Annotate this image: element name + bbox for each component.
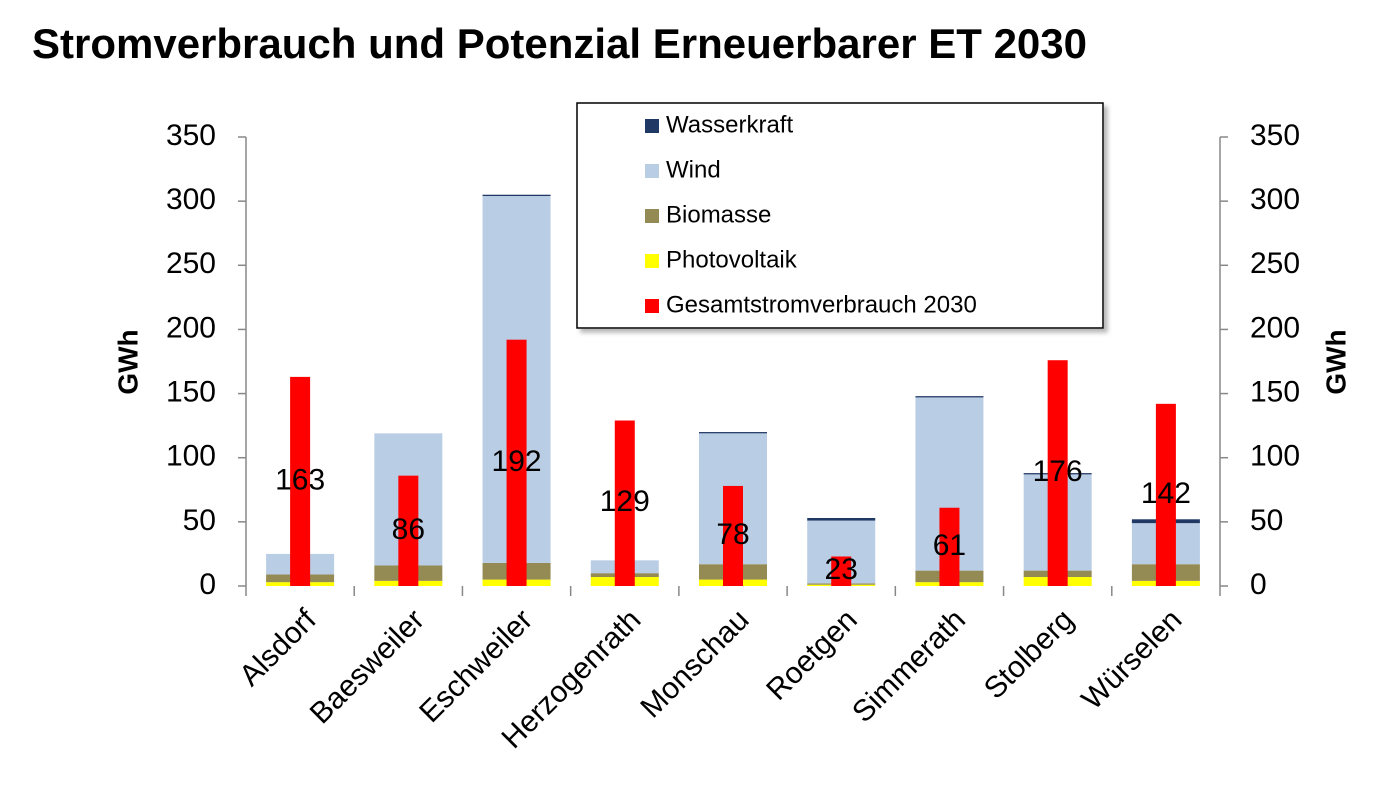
legend-label: Wind [666, 156, 721, 183]
y2-tick-label: 50 [1250, 504, 1283, 537]
legend-swatch [645, 119, 659, 133]
chart-title: Stromverbrauch und Potenzial Erneuerbare… [32, 20, 1087, 67]
y2-axis-label: GWh [1320, 329, 1351, 394]
consumption-bar [290, 376, 311, 586]
consumption-bar [614, 420, 635, 586]
x-tick-label: Baesweiler [304, 603, 431, 730]
y-tick-label: 250 [166, 247, 216, 280]
legend-swatch [645, 164, 659, 178]
data-label: 142 [1141, 477, 1191, 510]
consumption-bar [398, 475, 419, 586]
consumption-bar [506, 339, 527, 586]
consumption-bar [1155, 403, 1176, 586]
consumption-bar [831, 556, 852, 586]
y2-tick-label: 350 [1250, 119, 1300, 152]
legend-label: Biomasse [666, 201, 771, 228]
bar-segment [807, 518, 876, 521]
legend-label: Photovoltaik [666, 246, 798, 273]
y-tick-label: 50 [183, 504, 216, 537]
x-tick-label: Würselen [1076, 603, 1189, 716]
y-tick-label: 300 [166, 183, 216, 216]
y-tick-label: 0 [199, 568, 216, 601]
legend-swatch [645, 209, 659, 223]
y2-tick-label: 300 [1250, 183, 1300, 216]
y-axis-label: GWh [112, 329, 143, 394]
y-tick-label: 100 [166, 440, 216, 473]
y2-tick-label: 250 [1250, 247, 1300, 280]
data-label: 86 [392, 513, 425, 546]
y2-tick-label: 0 [1250, 568, 1267, 601]
consumption-bar [723, 485, 743, 586]
legend-box [576, 102, 1104, 329]
y-tick-label: 150 [166, 375, 216, 408]
x-tick-label: Roetgen [760, 603, 864, 707]
x-tick-label: Stolberg [978, 603, 1080, 705]
y-tick-label: 350 [166, 119, 216, 152]
data-label: 61 [933, 529, 966, 562]
x-tick-label: Simmerath [846, 603, 972, 729]
consumption-bar [1047, 360, 1068, 586]
x-tick-label: Monschau [634, 603, 755, 724]
legend-label: Gesamtstromverbrauch 2030 [666, 291, 977, 318]
data-label: 23 [825, 553, 858, 586]
bar-segment [699, 432, 767, 434]
legend-label: Wasserkraft [666, 111, 793, 138]
y2-tick-label: 200 [1250, 311, 1300, 344]
data-label: 192 [492, 445, 542, 478]
data-label: 78 [716, 518, 749, 551]
legend-swatch [645, 254, 659, 268]
x-tick-label: Alsdorf [233, 603, 323, 693]
y2-tick-label: 100 [1250, 440, 1300, 473]
bar-segment [915, 396, 984, 398]
consumption-bar [939, 507, 960, 586]
legend: Wasserkraft Wind Biomasse Photovoltaik Gesam… [576, 102, 1104, 329]
legend-swatch [645, 299, 659, 313]
y-tick-label: 200 [166, 311, 216, 344]
y2-tick-label: 150 [1250, 375, 1300, 408]
data-label: 163 [275, 463, 325, 496]
bar-segment [482, 194, 551, 197]
data-label: 176 [1033, 455, 1083, 488]
data-label: 129 [600, 485, 650, 518]
